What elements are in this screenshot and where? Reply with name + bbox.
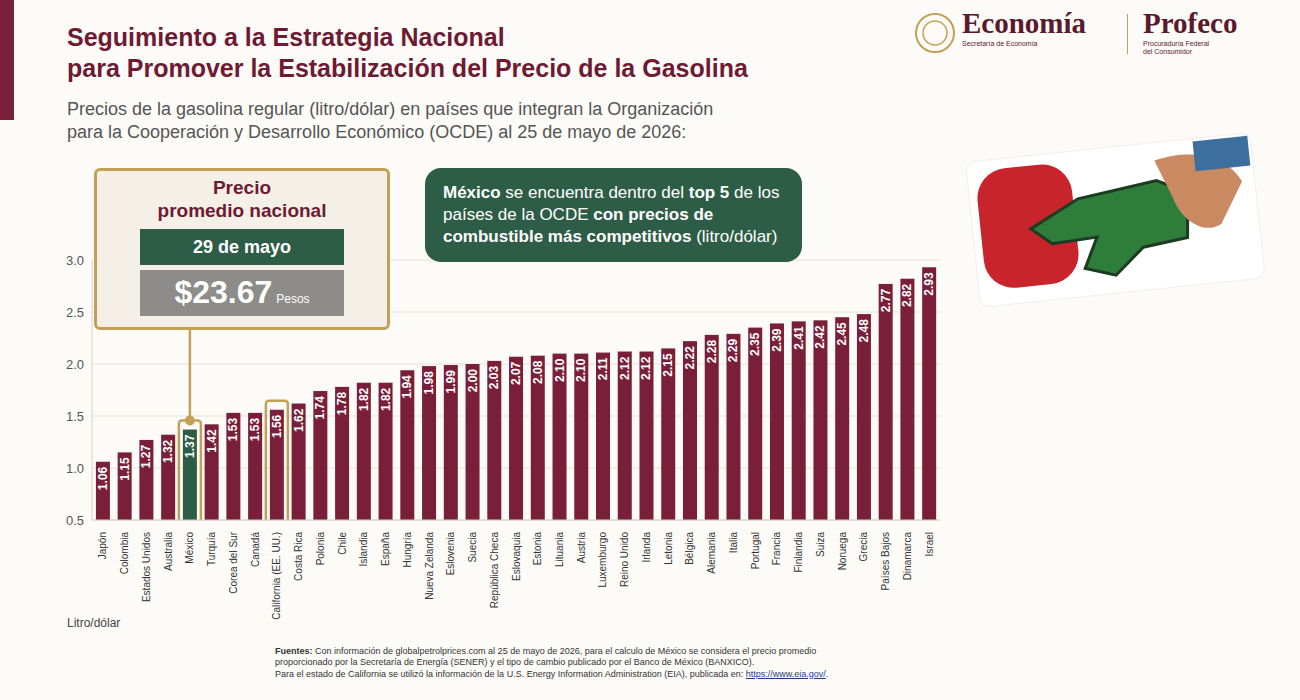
svg-text:1.62: 1.62 xyxy=(292,408,306,432)
svg-text:1.98: 1.98 xyxy=(422,371,436,395)
svg-text:1.78: 1.78 xyxy=(335,392,349,416)
svg-text:Chile: Chile xyxy=(337,532,348,555)
html-text:Procuraduría Federal del Consu: Procuraduría Federal del Consumidor xyxy=(1143,39,1210,56)
svg-text:Noruega: Noruega xyxy=(837,532,848,571)
svg-text:Irlanda: Irlanda xyxy=(641,532,652,563)
svg-text:Italia: Italia xyxy=(728,532,739,554)
svg-text:Austria: Austria xyxy=(576,532,587,564)
svg-text:Portugal: Portugal xyxy=(750,532,761,569)
svg-text:1.5: 1.5 xyxy=(66,409,84,424)
svg-text:1.74: 1.74 xyxy=(313,396,327,420)
svg-text:1.94: 1.94 xyxy=(400,375,414,399)
svg-text:2.07: 2.07 xyxy=(509,361,523,385)
html-text:Secretaría de Economía: Secretaría de Economía xyxy=(962,39,1038,47)
svg-text:1.56: 1.56 xyxy=(270,414,284,438)
svg-text:2.41: 2.41 xyxy=(792,326,806,350)
html-text:Precio promedio nacional: Precio promedio nacional xyxy=(157,177,327,221)
svg-text:1.37: 1.37 xyxy=(183,434,197,458)
svg-text:1.27: 1.27 xyxy=(139,445,153,469)
svg-text:Estados Unidos: Estados Unidos xyxy=(141,532,152,602)
svg-text:Lituania: Lituania xyxy=(554,532,565,567)
svg-text:2.39: 2.39 xyxy=(770,328,784,352)
svg-text:1.82: 1.82 xyxy=(379,387,393,411)
svg-text:2.11: 2.11 xyxy=(596,357,610,380)
svg-text:Letonia: Letonia xyxy=(663,532,674,565)
svg-text:2.5: 2.5 xyxy=(66,305,84,320)
svg-text:Luxemburgo: Luxemburgo xyxy=(597,532,608,588)
html-text:Economía: Economía xyxy=(962,7,1087,39)
svg-text:2.29: 2.29 xyxy=(726,339,740,363)
html-text:Precios de la gasolina regular: Precios de la gasolina regular (litro/dó… xyxy=(67,99,714,143)
html-text:Litro/dólar: Litro/dólar xyxy=(67,616,121,630)
svg-text:República Checa: República Checa xyxy=(489,532,500,609)
svg-text:Finlandia: Finlandia xyxy=(793,532,804,573)
svg-text:Países Bajos: Países Bajos xyxy=(880,532,891,590)
svg-text:1.53: 1.53 xyxy=(248,418,262,442)
svg-text:2.15: 2.15 xyxy=(661,353,675,377)
svg-text:2.77: 2.77 xyxy=(879,289,893,313)
svg-text:1.53: 1.53 xyxy=(226,418,240,442)
svg-text:2.35: 2.35 xyxy=(748,332,762,356)
svg-text:Eslovenia: Eslovenia xyxy=(445,532,456,576)
html-text:Seguimiento a la Estrategia Na: Seguimiento a la Estrategia Nacional par… xyxy=(67,23,748,83)
html-text:$23.67: $23.67 xyxy=(174,273,273,310)
svg-text:2.42: 2.42 xyxy=(813,325,827,349)
svg-text:Costa Rica: Costa Rica xyxy=(293,532,304,581)
svg-text:Eslovaquia: Eslovaquia xyxy=(511,532,522,581)
html-text:Pesos: Pesos xyxy=(276,291,310,306)
html-text:Fuentes: Con información de gl: Fuentes: Con información de globalpetrol… xyxy=(275,646,817,668)
svg-text:Grecia: Grecia xyxy=(858,532,869,562)
svg-text:Japón: Japón xyxy=(97,532,108,559)
svg-text:Suiza: Suiza xyxy=(815,532,826,557)
html-text:México se encuentra dentro del: México se encuentra dentro del top 5 de … xyxy=(443,183,785,247)
svg-text:2.0: 2.0 xyxy=(66,357,84,372)
html-text:Para el estado de California s: Para el estado de California se utilizó … xyxy=(275,668,829,679)
svg-text:2.10: 2.10 xyxy=(574,358,588,382)
svg-text:2.00: 2.00 xyxy=(466,369,480,393)
svg-text:Alemania: Alemania xyxy=(706,532,717,574)
svg-text:Australia: Australia xyxy=(163,532,174,571)
svg-text:Colombia: Colombia xyxy=(119,532,130,575)
svg-text:1.99: 1.99 xyxy=(444,370,458,394)
svg-text:0.5: 0.5 xyxy=(66,513,84,528)
html-text:Profeco: Profeco xyxy=(1143,7,1238,39)
svg-text:2.12: 2.12 xyxy=(618,356,632,380)
svg-text:2.48: 2.48 xyxy=(857,319,871,343)
svg-text:Turquía: Turquía xyxy=(206,532,217,567)
svg-text:Reino Unido: Reino Unido xyxy=(619,532,630,587)
svg-text:México: México xyxy=(184,532,195,564)
svg-text:2.12: 2.12 xyxy=(640,356,654,380)
svg-text:2.82: 2.82 xyxy=(900,283,914,307)
svg-text:2.10: 2.10 xyxy=(553,358,567,382)
svg-text:2.28: 2.28 xyxy=(705,340,719,364)
svg-text:Bélgica: Bélgica xyxy=(684,532,695,565)
svg-text:3.0: 3.0 xyxy=(66,253,84,268)
svg-text:Suecia: Suecia xyxy=(467,532,478,563)
svg-text:1.15: 1.15 xyxy=(118,457,132,481)
svg-text:Corea del Sur: Corea del Sur xyxy=(228,531,239,593)
svg-text:Canadá: Canadá xyxy=(250,532,261,567)
svg-text:Francia: Francia xyxy=(771,532,782,566)
svg-text:Israel: Israel xyxy=(924,532,935,556)
svg-text:Estonia: Estonia xyxy=(532,532,543,566)
svg-text:1.06: 1.06 xyxy=(96,466,110,490)
svg-text:España: España xyxy=(380,532,391,566)
svg-text:2.93: 2.93 xyxy=(922,272,936,296)
svg-text:2.08: 2.08 xyxy=(531,360,545,384)
svg-text:1.32: 1.32 xyxy=(161,439,175,463)
svg-text:1.0: 1.0 xyxy=(66,461,84,476)
svg-text:1.82: 1.82 xyxy=(357,387,371,411)
html-text:29 de mayo: 29 de mayo xyxy=(193,236,291,257)
svg-text:1.42: 1.42 xyxy=(205,429,219,453)
svg-text:California (EE. UU.): California (EE. UU.) xyxy=(271,532,282,620)
svg-text:2.45: 2.45 xyxy=(835,322,849,346)
svg-text:Nueva Zelanda: Nueva Zelanda xyxy=(424,532,435,600)
svg-text:Islandia: Islandia xyxy=(358,532,369,567)
svg-text:Dinamarca: Dinamarca xyxy=(902,532,913,581)
svg-text:2.03: 2.03 xyxy=(487,366,501,390)
svg-text:Polonia: Polonia xyxy=(315,532,326,566)
svg-text:Hungría: Hungría xyxy=(402,532,413,568)
svg-text:2.22: 2.22 xyxy=(683,346,697,370)
